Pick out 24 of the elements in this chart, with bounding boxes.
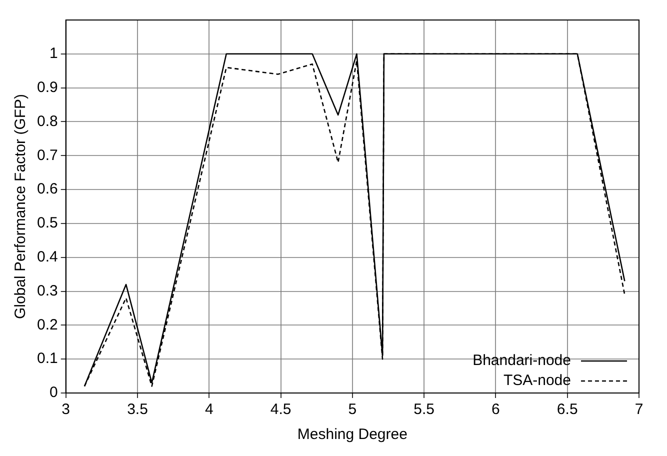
legend-label: TSA-node (503, 372, 571, 390)
y-tick-label: 1 (50, 45, 58, 62)
x-tick-label: 6 (492, 401, 500, 418)
x-tick-label: 3 (62, 401, 70, 418)
y-tick-label: 0.3 (36, 282, 58, 300)
y-tick-label: 0.9 (36, 78, 58, 96)
y-tick-label: 0.8 (36, 112, 58, 130)
x-tick-label: 6.5 (556, 401, 578, 418)
y-tick-label: 0.5 (36, 214, 58, 232)
x-tick-label: 5 (348, 401, 357, 418)
y-tick-label: 0 (50, 384, 58, 402)
y-axis-title: Global Performance Factor (GFP) (12, 94, 30, 320)
y-tick-label: 0.7 (36, 146, 58, 164)
x-tick-label: 4 (204, 401, 214, 418)
y-tick-label: 0.4 (36, 248, 58, 266)
x-tick-label: 4.5 (270, 401, 292, 418)
x-axis-title: Meshing Degree (297, 426, 408, 444)
x-tick-label: 5.5 (414, 401, 434, 418)
y-tick-label: 0.6 (36, 180, 58, 198)
x-tick-label: 7 (634, 401, 644, 418)
y-tick-label: 0.1 (36, 350, 58, 368)
legend-label: Bhandari-node (472, 352, 571, 370)
y-tick-label: 0.2 (36, 316, 58, 334)
x-tick-label: 3.5 (127, 401, 148, 418)
